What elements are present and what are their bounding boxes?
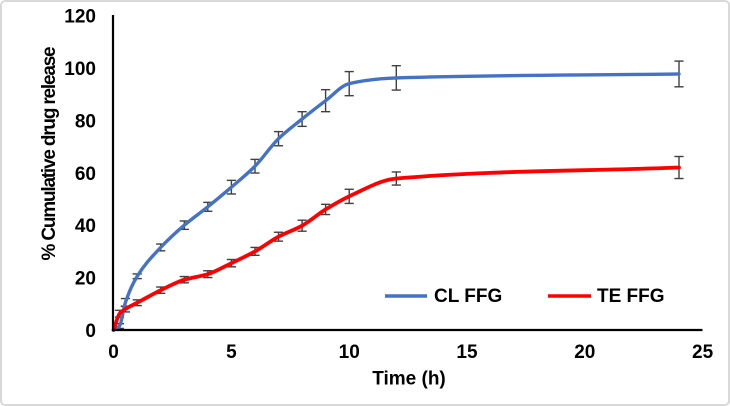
svg-text:CL FFG: CL FFG bbox=[434, 286, 502, 307]
svg-text:25: 25 bbox=[692, 342, 714, 363]
svg-text:20: 20 bbox=[75, 269, 96, 290]
svg-text:60: 60 bbox=[75, 164, 96, 185]
svg-text:100: 100 bbox=[64, 59, 96, 80]
svg-text:15: 15 bbox=[456, 342, 478, 363]
svg-text:80: 80 bbox=[75, 111, 96, 132]
svg-text:40: 40 bbox=[75, 216, 96, 237]
svg-text:10: 10 bbox=[339, 342, 360, 363]
svg-text:120: 120 bbox=[64, 7, 96, 28]
svg-text:Time (h): Time (h) bbox=[372, 369, 446, 390]
svg-text:% Cumulative drug release: % Cumulative drug release bbox=[39, 47, 60, 260]
svg-text:TE FFG: TE FFG bbox=[597, 286, 665, 307]
svg-text:0: 0 bbox=[108, 342, 119, 363]
svg-text:20: 20 bbox=[574, 342, 595, 363]
svg-text:0: 0 bbox=[85, 321, 96, 342]
svg-text:5: 5 bbox=[226, 342, 237, 363]
